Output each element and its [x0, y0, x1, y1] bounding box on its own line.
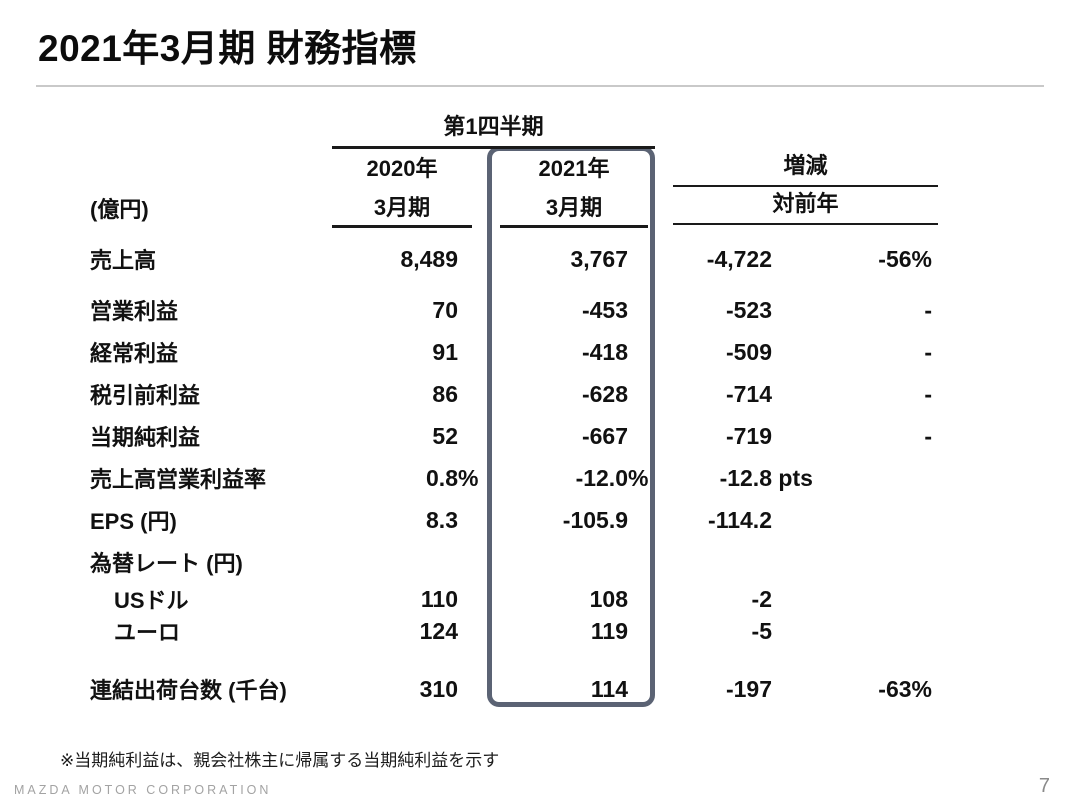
cell-delta: -197 — [725, 675, 772, 702]
cell-delta-percent: - — [924, 338, 932, 365]
table-row: 経常利益 91 -418 -509 - — [88, 336, 934, 368]
table-row: USドル 110 108 -2 — [88, 583, 934, 615]
column-header-fy2020-period: 3月期 — [373, 195, 431, 220]
cell-delta: -114.2 — [708, 506, 772, 533]
cell-delta: -719 — [725, 422, 772, 449]
company-name: MAZDA MOTOR CORPORATION — [14, 783, 272, 797]
row-label: 経常利益 — [90, 341, 179, 366]
table-row: 税引前利益 86 -628 -714 - — [88, 378, 934, 410]
cell-delta: -4,722 — [706, 245, 772, 272]
table-row: 売上高 8,489 3,767 -4,722 -56% — [88, 243, 934, 275]
quarter-group-header: 第1四半期 — [332, 112, 655, 149]
cell-fy2021: -105.9 — [562, 506, 628, 533]
cell-delta-percent: - — [924, 296, 932, 323]
cell-fy2021: -418 — [581, 338, 628, 365]
table-row: 売上高営業利益率 0.8% -12.0% -12.8 pts — [88, 462, 934, 494]
page-number: 7 — [1038, 775, 1050, 797]
cell-fy2020: 124 — [419, 617, 458, 644]
table-row: 当期純利益 52 -667 -719 - — [88, 420, 934, 452]
cell-fy2020: 0.8% — [426, 464, 479, 491]
cell-delta-percent: -56% — [878, 245, 932, 272]
cell-fy2021: -12.0% — [575, 464, 649, 491]
cell-fy2020: 110 — [420, 585, 458, 612]
cell-fy2021: 114 — [590, 675, 628, 702]
row-label: USドル — [114, 588, 189, 613]
title-underline — [36, 85, 1044, 87]
table-row: ユーロ 124 119 -5 — [88, 615, 934, 647]
cell-fy2020: 8.3 — [426, 506, 458, 533]
cell-delta: -714 — [725, 380, 772, 407]
cell-fy2021: 3,767 — [570, 245, 628, 272]
row-label: 為替レート (円) — [90, 551, 243, 576]
cell-delta: -523 — [725, 296, 772, 323]
slide-title: 2021年3月期 財務指標 — [38, 28, 417, 69]
cell-fy2020: 70 — [432, 296, 458, 323]
cell-fy2020: 86 — [432, 380, 458, 407]
row-label: 当期純利益 — [90, 425, 201, 450]
table-row: 連結出荷台数 (千台) 310 114 -197 -63% — [88, 673, 934, 705]
cell-fy2021: -453 — [581, 296, 628, 323]
cell-fy2021: -667 — [581, 422, 628, 449]
row-label: 連結出荷台数 (千台) — [90, 678, 287, 703]
table-row: 為替レート (円) — [88, 546, 934, 578]
row-label: 売上高 — [90, 248, 157, 273]
column-header-fy2021: 2021年 3月期 — [500, 152, 648, 228]
column-header-delta: 増減 対前年 — [673, 152, 938, 225]
column-header-delta-title: 増減 — [673, 152, 938, 187]
cell-fy2020: 310 — [419, 675, 458, 702]
cell-fy2020: 8,489 — [400, 245, 458, 272]
cell-delta: -12.8 pts — [719, 464, 813, 491]
table-row: EPS (円) 8.3 -105.9 -114.2 — [88, 504, 934, 536]
cell-fy2020: 91 — [432, 338, 458, 365]
cell-delta: -2 — [751, 585, 772, 612]
cell-delta-percent: -63% — [878, 675, 932, 702]
column-header-fy2020-year: 2020年 — [366, 156, 438, 181]
footnote: ※当期純利益は、親会社株主に帰属する当期純利益を示す — [60, 751, 500, 770]
cell-fy2021: -628 — [581, 380, 628, 407]
cell-delta-percent: - — [924, 380, 932, 407]
row-label: 税引前利益 — [90, 383, 201, 408]
column-header-fy2020: 2020年 3月期 — [332, 152, 472, 228]
unit-label: (億円) — [90, 197, 149, 222]
row-label: 売上高営業利益率 — [90, 467, 267, 492]
row-label: 営業利益 — [90, 299, 179, 324]
cell-fy2020: 52 — [432, 422, 458, 449]
table-body: 売上高 8,489 3,767 -4,722 -56% 営業利益 70 -453 -523- 経常… — [88, 243, 934, 705]
row-label: EPS (円) — [90, 509, 177, 534]
table-row: 営業利益 70 -453 -523 - — [88, 294, 934, 326]
row-label: ユーロ — [114, 620, 181, 645]
cell-delta: -509 — [725, 338, 772, 365]
cell-delta-percent: - — [924, 422, 932, 449]
cell-fy2021: 119 — [590, 617, 628, 644]
cell-fy2021: 108 — [589, 585, 628, 612]
column-header-fy2021-year: 2021年 — [538, 156, 610, 181]
column-header-fy2021-period: 3月期 — [545, 195, 603, 220]
cell-delta: -5 — [751, 617, 772, 644]
column-header-delta-subtitle: 対前年 — [673, 187, 938, 225]
